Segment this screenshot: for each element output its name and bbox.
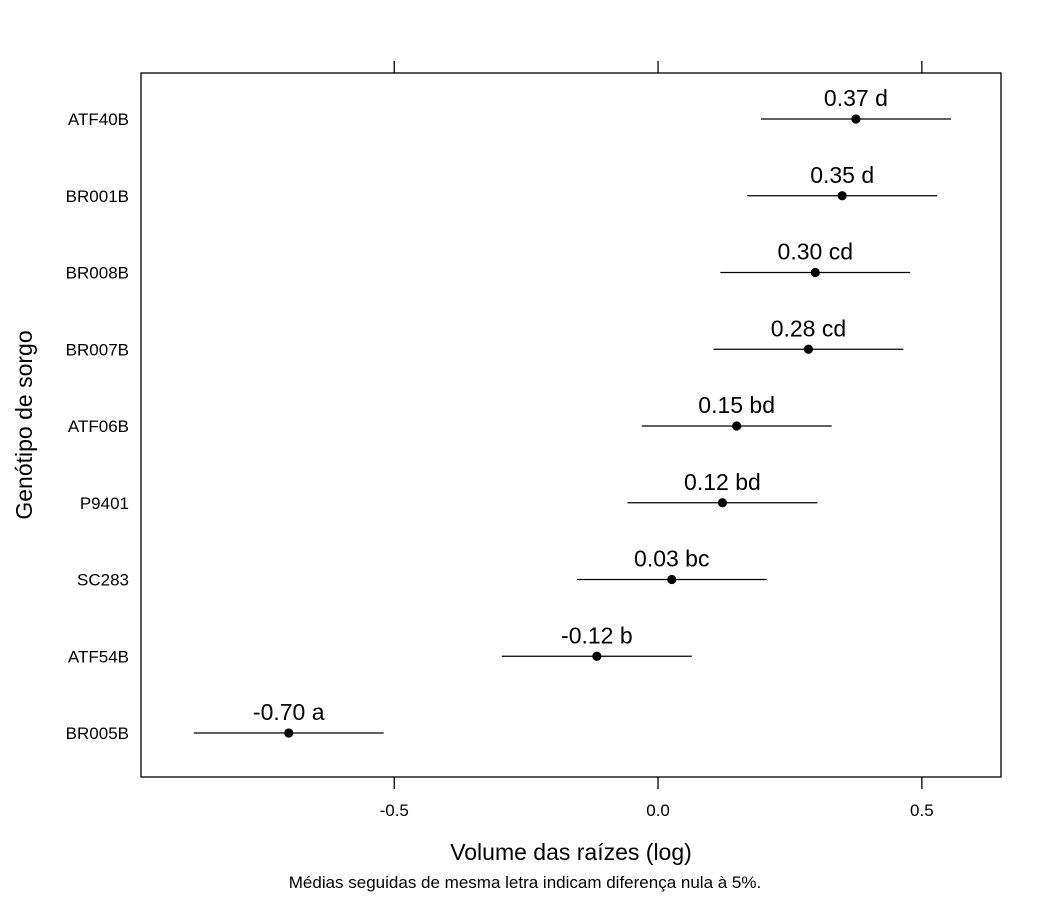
x-tick-label: -0.5 (380, 801, 409, 820)
y-tick-label: ATF54B (68, 647, 129, 666)
data-label: 0.35 d (810, 162, 874, 188)
y-tick-label: BR001B (66, 187, 129, 206)
estimate-point (803, 344, 814, 354)
y-tick-label: BR008B (66, 264, 129, 283)
estimate-point (837, 191, 847, 201)
data-marks: 0.37 d 0.35 d 0.30 cd 0.28 cd 0.15 bd 0.12 bd… (193, 85, 951, 738)
estimate-point (717, 498, 728, 508)
x-axis-title: Volume das raízes (log) (450, 839, 692, 865)
estimate-point (810, 267, 820, 278)
x-tick-label: 0.5 (910, 801, 934, 820)
y-axis-title: Genótipo de sorgo (11, 330, 37, 519)
y-tick-label: SC283 (77, 571, 129, 590)
estimate-point (667, 574, 677, 585)
y-tick-label: BR007B (66, 340, 129, 359)
y-axis-tick-labels: ATF40B BR001B BR008B BR007B ATF06B P9401 SC283… (66, 110, 129, 743)
x-tick-label: 0.0 (646, 801, 670, 820)
estimate-point (284, 728, 294, 738)
estimate-point (592, 651, 602, 661)
y-tick-label: P9401 (80, 494, 129, 513)
plot-frame (140, 72, 1002, 778)
data-label: -0.12 b (561, 622, 633, 648)
data-label: 0.03 bc (634, 546, 709, 572)
data-label: 0.37 d (824, 85, 888, 111)
bottom-axis-ticks: -0.5 0.0 0.5 (380, 777, 934, 820)
data-label: 0.28 cd (771, 315, 846, 341)
y-tick-label: ATF06B (68, 417, 129, 436)
estimate-point (732, 421, 742, 431)
data-label: -0.70 a (253, 699, 325, 725)
y-tick-label: BR005B (66, 724, 129, 743)
top-axis-ticks (393, 61, 923, 73)
data-label: 0.15 bd (698, 392, 775, 418)
data-label: 0.12 bd (684, 469, 761, 495)
estimate-point (851, 114, 861, 124)
y-tick-label: ATF40B (68, 110, 129, 129)
data-label: 0.30 cd (778, 239, 853, 265)
chart-caption: Médias seguidas de mesma letra indicam d… (289, 873, 761, 892)
